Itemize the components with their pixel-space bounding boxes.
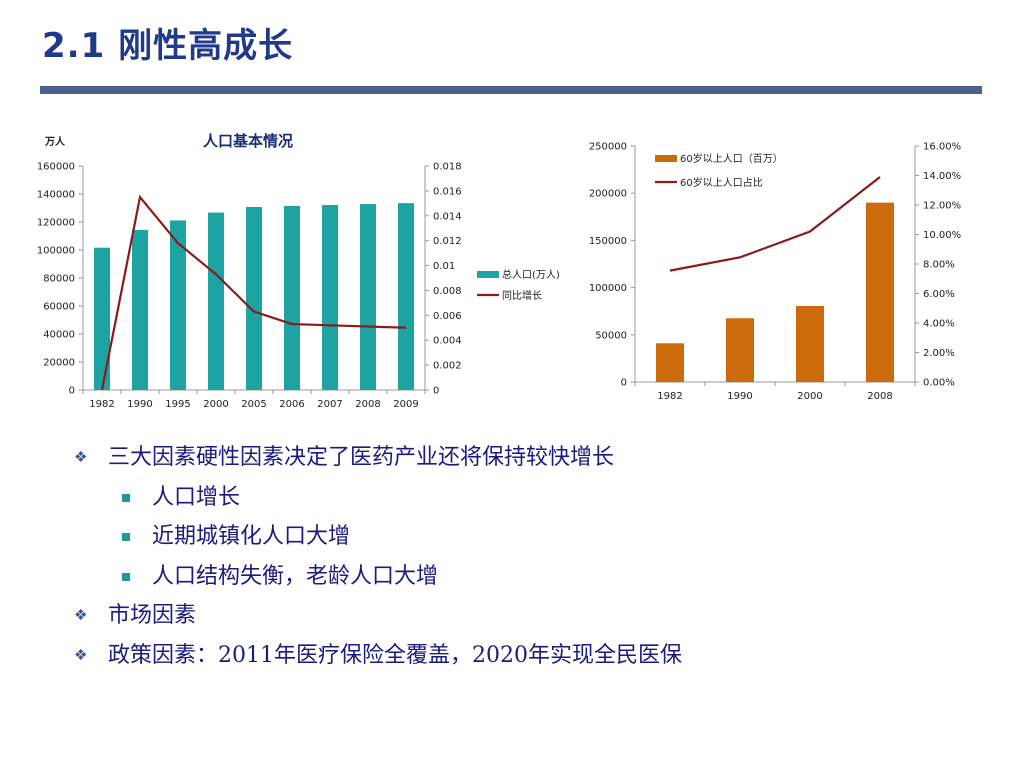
bar	[656, 343, 684, 382]
legend-label: 60岁以上人口（百万）	[680, 152, 783, 165]
unit-label: 万人	[44, 135, 66, 148]
y-tick-label-right: 0.004	[433, 336, 462, 347]
series-line	[100, 194, 407, 391]
bar	[360, 204, 376, 390]
title-divider	[40, 86, 982, 94]
legend-swatch-bar	[655, 155, 677, 162]
y-tick-label-right: 0	[433, 386, 439, 397]
bullet-list: ❖ 三大因素硬性因素决定了医药产业还将保持较快增长 人口增长 近期城镇化人口大增…	[74, 438, 974, 675]
y-tick-label-right: 6.00%	[923, 289, 955, 300]
bar	[208, 212, 224, 390]
bar	[132, 229, 148, 390]
x-tick-label: 1995	[165, 399, 190, 410]
y-tick-label-right: 12.00%	[923, 201, 961, 212]
y-tick-label-right: 14.00%	[923, 171, 961, 182]
y-tick-label-right: 10.00%	[923, 230, 961, 241]
x-tick-label: 2007	[317, 399, 342, 410]
legend-swatch-bar	[477, 271, 499, 278]
y-tick-label-right: 0.012	[433, 236, 462, 247]
diamond-bullet-icon: ❖	[74, 606, 88, 624]
y-tick-label-right: 0.018	[433, 162, 462, 173]
y-tick-label-left: 40000	[43, 330, 75, 341]
x-tick-label: 2005	[241, 399, 266, 410]
bullet-item: 近期城镇化人口大增	[74, 517, 974, 557]
bullet-text: 近期城镇化人口大增	[152, 524, 351, 549]
y-tick-label-right: 4.00%	[923, 319, 955, 330]
legend-label: 60岁以上人口占比	[680, 176, 763, 189]
y-tick-label-left: 140000	[37, 190, 75, 201]
bullet-text: 政策因素：2011年医疗保险全覆盖，2020年实现全民医保	[108, 642, 682, 668]
bullet-item: 人口结构失衡，老龄人口大增	[74, 557, 974, 597]
x-tick-label: 2008	[355, 399, 380, 410]
y-tick-label-right: 16.00%	[923, 142, 961, 153]
x-tick-label: 2008	[867, 391, 892, 402]
diamond-bullet-icon: ❖	[74, 448, 88, 466]
y-tick-label-left: 100000	[37, 246, 75, 257]
y-tick-label-left: 20000	[43, 358, 75, 369]
x-tick-label: 2006	[279, 399, 304, 410]
bullet-item: ❖ 市场因素	[74, 596, 974, 636]
y-tick-label-right: 0.002	[433, 361, 462, 372]
bullet-item: 人口增长	[74, 478, 974, 518]
y-tick-label-right: 0.00%	[923, 378, 955, 389]
bullet-text: 三大因素硬性因素决定了医药产业还将保持较快增长	[108, 445, 615, 470]
y-tick-label-right: 0.01	[433, 261, 455, 272]
bar	[284, 205, 300, 390]
bar	[398, 203, 414, 390]
series-line	[669, 176, 881, 272]
slide-title: 2.1 刚性高成长	[42, 26, 294, 66]
square-bullet-icon	[122, 493, 130, 502]
bullet-text: 市场因素	[108, 603, 197, 628]
y-tick-label-left: 60000	[43, 302, 75, 313]
x-tick-label: 2000	[203, 399, 228, 410]
bar	[726, 318, 754, 382]
bar	[322, 205, 338, 390]
y-tick-label-left: 150000	[589, 236, 627, 247]
y-tick-label-left: 100000	[589, 283, 627, 294]
y-tick-label-right: 0.016	[433, 186, 462, 197]
y-tick-label-right: 0.006	[433, 311, 462, 322]
x-tick-label: 1982	[89, 399, 114, 410]
x-tick-label: 2000	[797, 391, 822, 402]
y-tick-label-left: 50000	[595, 330, 627, 341]
y-tick-label-left: 250000	[589, 142, 627, 153]
square-bullet-icon	[122, 533, 130, 541]
x-tick-label: 1982	[657, 391, 682, 402]
bar	[94, 247, 110, 390]
bullet-item: ❖ 三大因素硬性因素决定了医药产业还将保持较快增长	[74, 438, 974, 478]
y-tick-label-left: 80000	[43, 274, 75, 285]
y-tick-label-left: 0	[621, 378, 627, 389]
bar	[796, 306, 824, 382]
y-tick-label-left: 160000	[37, 162, 75, 173]
y-tick-label-right: 0.008	[433, 286, 462, 297]
x-tick-label: 1990	[127, 399, 152, 410]
y-tick-label-left: 120000	[37, 218, 75, 229]
bullet-item: ❖ 政策因素：2011年医疗保险全覆盖，2020年实现全民医保	[74, 636, 974, 676]
square-bullet-icon	[122, 572, 130, 581]
x-tick-label: 1990	[727, 391, 752, 402]
y-tick-label-right: 2.00%	[923, 348, 955, 359]
bar	[866, 202, 894, 382]
bullet-text: 人口增长	[152, 484, 241, 510]
bar	[170, 220, 186, 390]
y-tick-label-left: 0	[69, 386, 75, 397]
y-tick-label-left: 200000	[589, 189, 627, 200]
chart-title: 人口基本情况	[203, 132, 293, 150]
legend-label: 同比增长	[502, 289, 542, 302]
x-tick-label: 2009	[393, 399, 418, 410]
bullet-text: 人口结构失衡，老龄人口大增	[152, 563, 439, 589]
legend-label: 总人口(万人)	[502, 268, 560, 281]
y-tick-label-right: 0.014	[433, 211, 462, 222]
bar	[246, 206, 262, 390]
population-chart: 0200004000060000800001000001200001400001…	[37, 132, 560, 410]
diamond-bullet-icon: ❖	[74, 645, 88, 664]
y-tick-label-right: 8.00%	[923, 260, 955, 271]
aging-population-chart: 0 50000 100000 150000 200000 250000 0.00% 2.00%…	[589, 142, 961, 403]
